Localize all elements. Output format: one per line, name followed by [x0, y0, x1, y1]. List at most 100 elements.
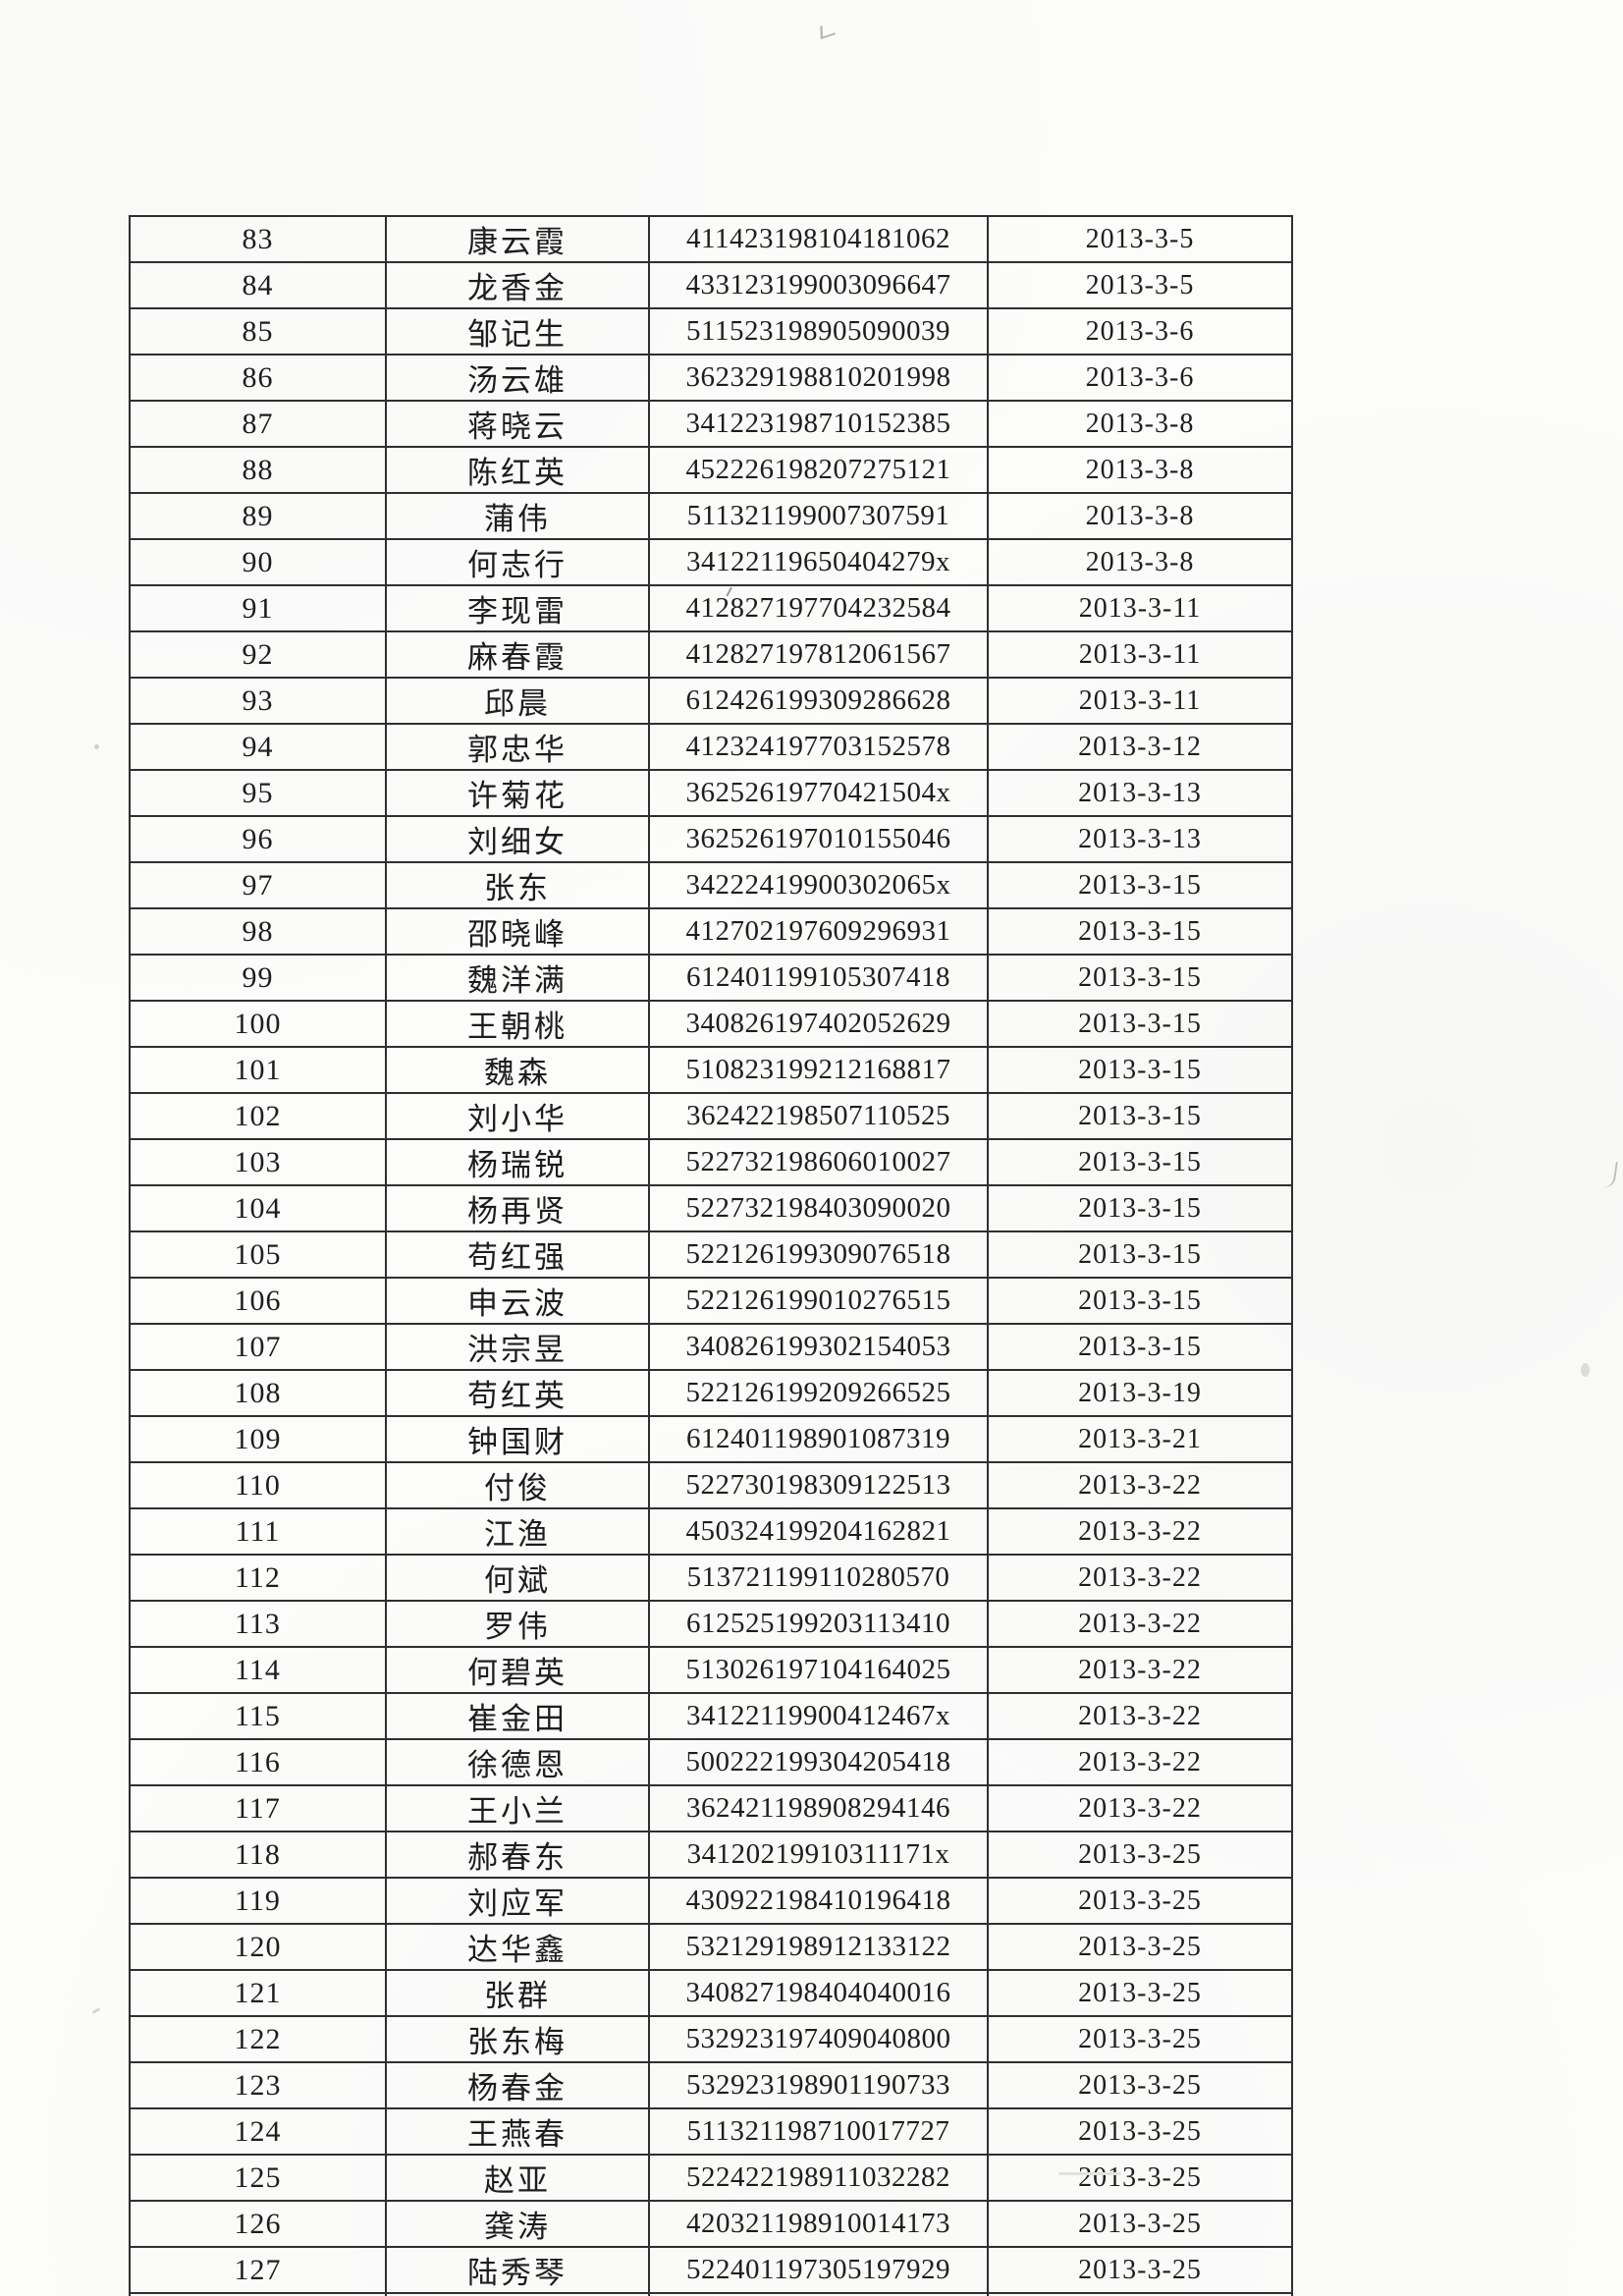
cell-id-number: 412324197703152578 [648, 723, 989, 771]
cell-date: 2013-3-25 [987, 1923, 1293, 1971]
cell-name: 郭忠华 [385, 723, 650, 771]
table-row: 93 邱晨 612426199309286628 2013-3-11 [129, 677, 1293, 725]
cell-index: 124 [129, 2107, 387, 2156]
cell-date: 2013-3-25 [987, 2154, 1293, 2202]
cell-date: 2013-3-6 [987, 354, 1293, 402]
cell-index: 85 [129, 307, 387, 355]
table-row: 112 何斌 513721199110280570 2013-3-22 [129, 1554, 1293, 1602]
scan-artifact [94, 744, 99, 749]
cell-name: 郝春东 [385, 1831, 650, 1879]
cell-date: 2013-3-5 [987, 261, 1293, 309]
cell-index: 128 [129, 2292, 387, 2296]
cell-id-number: 452226198207275121 [648, 446, 989, 494]
cell-date: 2013-3-25 [987, 2061, 1293, 2109]
cell-date: 2013-3-25 [987, 1831, 1293, 1879]
cell-date: 2013-3-19 [987, 1369, 1293, 1417]
cell-date: 2013-3-25 [987, 1969, 1293, 2017]
cell-id-number: 340827198404040016 [648, 1969, 989, 2017]
cell-date: 2013-3-25 [987, 2200, 1293, 2248]
table-row: 103 杨瑞锐 522732198606010027 2013-3-15 [129, 1138, 1293, 1186]
table-row: 124 王燕春 511321198710017727 2013-3-25 [129, 2107, 1293, 2156]
cell-name: 何志行 [385, 538, 650, 586]
cell-index: 96 [129, 815, 387, 863]
cell-id-number: 522126199309076518 [648, 1230, 989, 1279]
cell-id-number: 36252619770421504x [648, 769, 989, 817]
cell-name: 达华鑫 [385, 1923, 650, 1971]
cell-name: 洪宗昱 [385, 1323, 650, 1371]
cell-date: 2013-3-25 [987, 2107, 1293, 2156]
cell-id-number: 34222419900302065x [648, 861, 989, 909]
cell-index: 107 [129, 1323, 387, 1371]
table-row: 108 苟红英 522126199209266525 2013-3-19 [129, 1369, 1293, 1417]
scan-artifact [1600, 1160, 1618, 1189]
cell-date: 2013-3-8 [987, 400, 1293, 448]
table-row: 101 魏森 510823199212168817 2013-3-15 [129, 1046, 1293, 1094]
cell-name: 江渔 [385, 1507, 650, 1556]
cell-index: 95 [129, 769, 387, 817]
table-row: 104 杨再贤 522732198403090020 2013-3-15 [129, 1184, 1293, 1232]
cell-id-number: 522732198606010027 [648, 1138, 989, 1186]
cell-name: 陈红英 [385, 446, 650, 494]
cell-date: 2013-3-15 [987, 1277, 1293, 1325]
cell-date: 2013-3-13 [987, 769, 1293, 817]
cell-index: 126 [129, 2200, 387, 2248]
cell-name: 刘小华 [385, 1092, 650, 1140]
cell-id-number: 532129198912133122 [648, 1923, 989, 1971]
cell-id-number: 412827197704232584 [648, 584, 989, 632]
cell-name: 申云波 [385, 1277, 650, 1325]
cell-date: 2013-3-8 [987, 538, 1293, 586]
cell-id-number: 341223198710152385 [648, 400, 989, 448]
cell-date: 2013-3-8 [987, 446, 1293, 494]
cell-index: 122 [129, 2015, 387, 2063]
cell-id-number: 513026197104164025 [648, 1646, 989, 1694]
cell-id-number: 500222199304205418 [648, 1738, 989, 1786]
cell-name: 麻春霞 [385, 630, 650, 679]
cell-name: 王朝桃 [385, 1000, 650, 1048]
cell-id-number: 510823199212168817 [648, 1046, 989, 1094]
cell-id-number: 522732198403090020 [648, 1184, 989, 1232]
cell-date: 2013-3-15 [987, 907, 1293, 956]
cell-date: 2013-3-22 [987, 1784, 1293, 1832]
cell-name: 钟国财 [385, 1415, 650, 1463]
cell-index: 98 [129, 907, 387, 956]
table-row: 85 邹记生 511523198905090039 2013-3-6 [129, 307, 1293, 355]
cell-id-number: 522126199209266525 [648, 1369, 989, 1417]
cell-index: 127 [129, 2246, 387, 2294]
cell-index: 118 [129, 1831, 387, 1879]
cell-index: 108 [129, 1369, 387, 1417]
cell-date: 2013-3-25 [987, 2246, 1293, 2294]
cell-index: 91 [129, 584, 387, 632]
cell-id-number: 511321198710017727 [648, 2107, 989, 2156]
table-row: 128 易飞飞 450324199108252851 2013-3-25 [129, 2292, 1293, 2296]
table-row: 88 陈红英 452226198207275121 2013-3-8 [129, 446, 1293, 494]
cell-id-number: 511321199007307591 [648, 492, 989, 540]
table-row: 99 魏洋满 612401199105307418 2013-3-15 [129, 954, 1293, 1002]
table-row: 94 郭忠华 412324197703152578 2013-3-12 [129, 723, 1293, 771]
cell-index: 102 [129, 1092, 387, 1140]
cell-name: 徐德恩 [385, 1738, 650, 1786]
cell-id-number: 450324199108252851 [648, 2292, 989, 2296]
cell-index: 103 [129, 1138, 387, 1186]
cell-date: 2013-3-25 [987, 2292, 1293, 2296]
cell-id-number: 412827197812061567 [648, 630, 989, 679]
cell-id-number: 34122119900412467x [648, 1692, 989, 1740]
cell-id-number: 522126199010276515 [648, 1277, 989, 1325]
cell-name: 王小兰 [385, 1784, 650, 1832]
cell-date: 2013-3-15 [987, 1323, 1293, 1371]
cell-index: 114 [129, 1646, 387, 1694]
cell-date: 2013-3-5 [987, 215, 1293, 263]
cell-date: 2013-3-11 [987, 630, 1293, 679]
cell-id-number: 362422198507110525 [648, 1092, 989, 1140]
cell-name: 罗伟 [385, 1600, 650, 1648]
cell-name: 邵晓峰 [385, 907, 650, 956]
table-row: 105 苟红强 522126199309076518 2013-3-15 [129, 1230, 1293, 1279]
cell-index: 111 [129, 1507, 387, 1556]
cell-index: 119 [129, 1877, 387, 1925]
cell-name: 何斌 [385, 1554, 650, 1602]
table-row: 84 龙香金 433123199003096647 2013-3-5 [129, 261, 1293, 309]
cell-date: 2013-3-22 [987, 1461, 1293, 1509]
table-row: 96 刘细女 362526197010155046 2013-3-13 [129, 815, 1293, 863]
cell-date: 2013-3-11 [987, 677, 1293, 725]
table-row: 121 张群 340827198404040016 2013-3-25 [129, 1969, 1293, 2017]
cell-date: 2013-3-15 [987, 1138, 1293, 1186]
